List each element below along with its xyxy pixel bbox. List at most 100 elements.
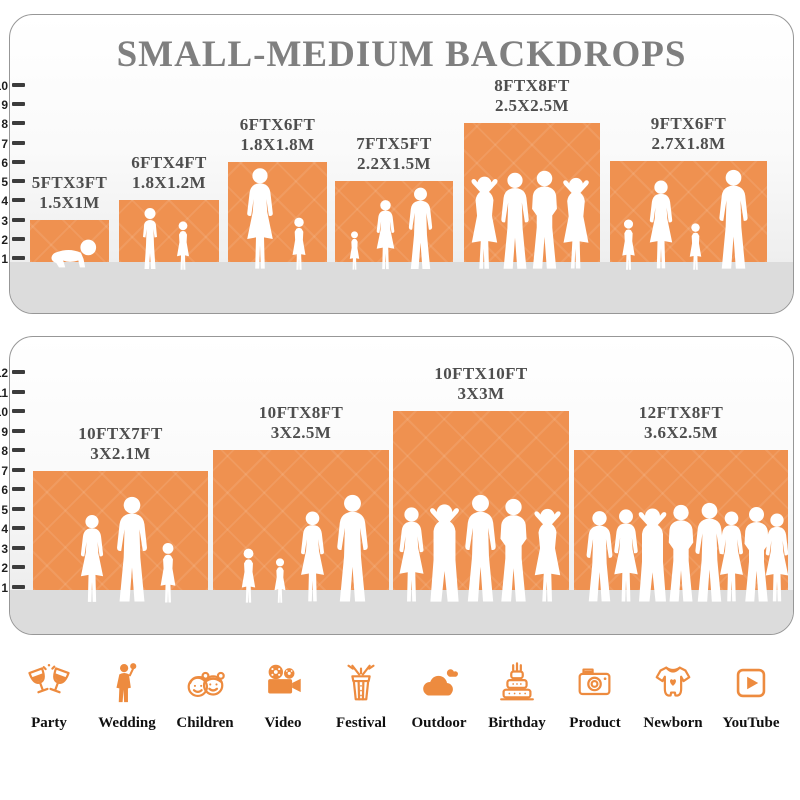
- axis-tick-mark: [12, 140, 25, 145]
- category-festival: Festival: [324, 660, 398, 732]
- backdrop-bar-10ftx8ft: [213, 450, 389, 603]
- people-silhouette: [160, 542, 176, 603]
- backdrop-bar-10ftx10ft: [393, 411, 569, 602]
- axis-tick-label: 10: [0, 79, 8, 94]
- axis-tick-label: 7: [1, 136, 8, 151]
- backdrop-bar-7ftx5ft: [335, 181, 453, 270]
- backdrop-size-label: 9FTX6FT 2.7X1.8M: [651, 114, 727, 155]
- category-label: Outdoor: [411, 715, 467, 731]
- people-silhouette: [719, 169, 748, 269]
- axis-tick-mark: [12, 83, 25, 88]
- category-label: Children: [176, 715, 234, 731]
- axis-tick-mark: [12, 102, 25, 107]
- backdrop-bar-6ftx4ft: [119, 200, 219, 270]
- outdoor-icon: [423, 669, 458, 696]
- backdrop-size-label: 6FTX4FT 1.8X1.2M: [131, 153, 207, 194]
- wedding-icon: [116, 663, 137, 703]
- axis-tick-label: 10: [0, 405, 8, 419]
- category-video: Video: [246, 660, 320, 732]
- size-feet-text: 5FTX3FT: [31, 172, 108, 192]
- axis-tick-mark: [12, 467, 25, 472]
- size-meters-text: 1.5X1M: [39, 193, 100, 213]
- size-feet-text: 6FTX6FT: [239, 114, 316, 134]
- axis-tick-label: 8: [1, 444, 8, 458]
- size-feet-text: 10FTX10FT: [434, 363, 528, 383]
- backdrop-bar-9ftx6ft: [610, 161, 767, 270]
- axis-tick-label: 6: [1, 483, 8, 497]
- backdrop-bar-10ftx7ft: [33, 471, 208, 603]
- axis-tick-mark: [12, 121, 25, 126]
- backdrop-size-label: 7FTX5FT 2.2X1.5M: [356, 134, 432, 175]
- size-feet-text: 12FTX8FT: [638, 402, 724, 422]
- backdrop-bar-8ftx8ft: [464, 123, 600, 269]
- backdrop-size-label: 5FTX3FT 1.5X1M: [32, 173, 108, 214]
- axis-tick-mark: [12, 198, 25, 203]
- axis-tick-mark: [12, 487, 25, 491]
- axis-tick-mark: [12, 409, 25, 413]
- axis-tick-label: 3: [1, 213, 8, 228]
- size-feet-text: 9FTX6FT: [650, 113, 727, 133]
- birthday-icon: [500, 662, 534, 701]
- axis-tick-label: 4: [1, 194, 8, 209]
- people-silhouette: [765, 513, 789, 602]
- category-newborn: Newborn: [636, 660, 710, 732]
- people-silhouette: [274, 558, 286, 603]
- category-legend: Party Wedding Children: [0, 660, 800, 732]
- people-silhouette: [376, 200, 395, 270]
- newborn-icon: [655, 666, 691, 697]
- people-silhouette: [408, 187, 433, 270]
- people-silhouette: [292, 217, 306, 270]
- category-label: Party: [31, 715, 67, 731]
- category-label: Video: [264, 715, 302, 731]
- backdrop-size-label: 10FTX10FT 3X3M: [434, 364, 527, 405]
- category-youtube: YouTube: [714, 660, 788, 732]
- people-silhouette: [534, 508, 561, 602]
- size-feet-text: 10FTX7FT: [78, 423, 163, 443]
- category-outdoor: Outdoor: [402, 660, 476, 732]
- people-silhouette: [563, 177, 589, 269]
- children-icon: [187, 671, 225, 698]
- backdrop-bar-5ftx3ft: [30, 220, 109, 268]
- category-label: Birthday: [488, 715, 546, 731]
- youtube-icon: [736, 668, 766, 698]
- backdrop-size-label: 8FTX8FT 2.5X2.5M: [494, 76, 570, 117]
- axis-tick-mark: [12, 179, 25, 184]
- size-meters-text: 2.7X1.8M: [651, 134, 726, 154]
- people-silhouette: [177, 221, 189, 270]
- backdrop-bar-6ftx6ft: [228, 162, 327, 270]
- axis-tick-mark: [12, 584, 25, 589]
- axis-tick-mark: [12, 428, 25, 433]
- axis-tick-label: 7: [1, 463, 8, 478]
- axis-tick-label: 6: [1, 155, 8, 170]
- category-label: Festival: [336, 715, 386, 731]
- axis-tick-label: 9: [1, 424, 8, 439]
- axis-tick-mark: [12, 545, 25, 550]
- size-feet-text: 8FTX8FT: [494, 75, 570, 95]
- backdrop-size-label: 12FTX8FT 3.6X2.5M: [639, 403, 723, 444]
- axis-tick-label: 4: [1, 522, 8, 536]
- backdrop-size-label: 10FTX7FT 3X2.1M: [78, 424, 162, 465]
- video-icon: [268, 664, 301, 694]
- size-feet-text: 7FTX5FT: [356, 133, 432, 153]
- size-meters-text: 3X2.1M: [90, 444, 151, 464]
- size-meters-text: 2.2X1.5M: [356, 154, 432, 174]
- axis-tick-mark: [12, 236, 25, 241]
- size-meters-text: 1.8X1.8M: [240, 135, 315, 155]
- axis-tick-mark: [12, 389, 25, 394]
- party-icon: [28, 664, 70, 694]
- backdrop-bar-12ftx8ft: [574, 450, 789, 602]
- people-silhouette: [622, 219, 635, 270]
- category-children: Children: [168, 660, 242, 732]
- category-wedding: Wedding: [90, 660, 164, 732]
- axis-tick-mark: [12, 370, 25, 374]
- people-silhouette: [51, 239, 97, 268]
- axis-tick-mark: [12, 159, 25, 164]
- people-silhouette: [349, 231, 360, 270]
- size-meters-text: 3.6X2.5M: [643, 423, 719, 443]
- medium-backdrops-panel: 121110987654321 10FTX7FT3X2.1M10FTX8FT3X…: [0, 336, 794, 635]
- category-label: YouTube: [722, 715, 780, 731]
- small-backdrops-panel: SMALL-MEDIUM BACKDROPS 10 9 8 7 6 5 4 3 2 1 5FTX3…: [0, 14, 794, 314]
- people-silhouette: [689, 223, 702, 270]
- people-silhouette: [247, 168, 273, 269]
- category-party: Party: [12, 660, 86, 732]
